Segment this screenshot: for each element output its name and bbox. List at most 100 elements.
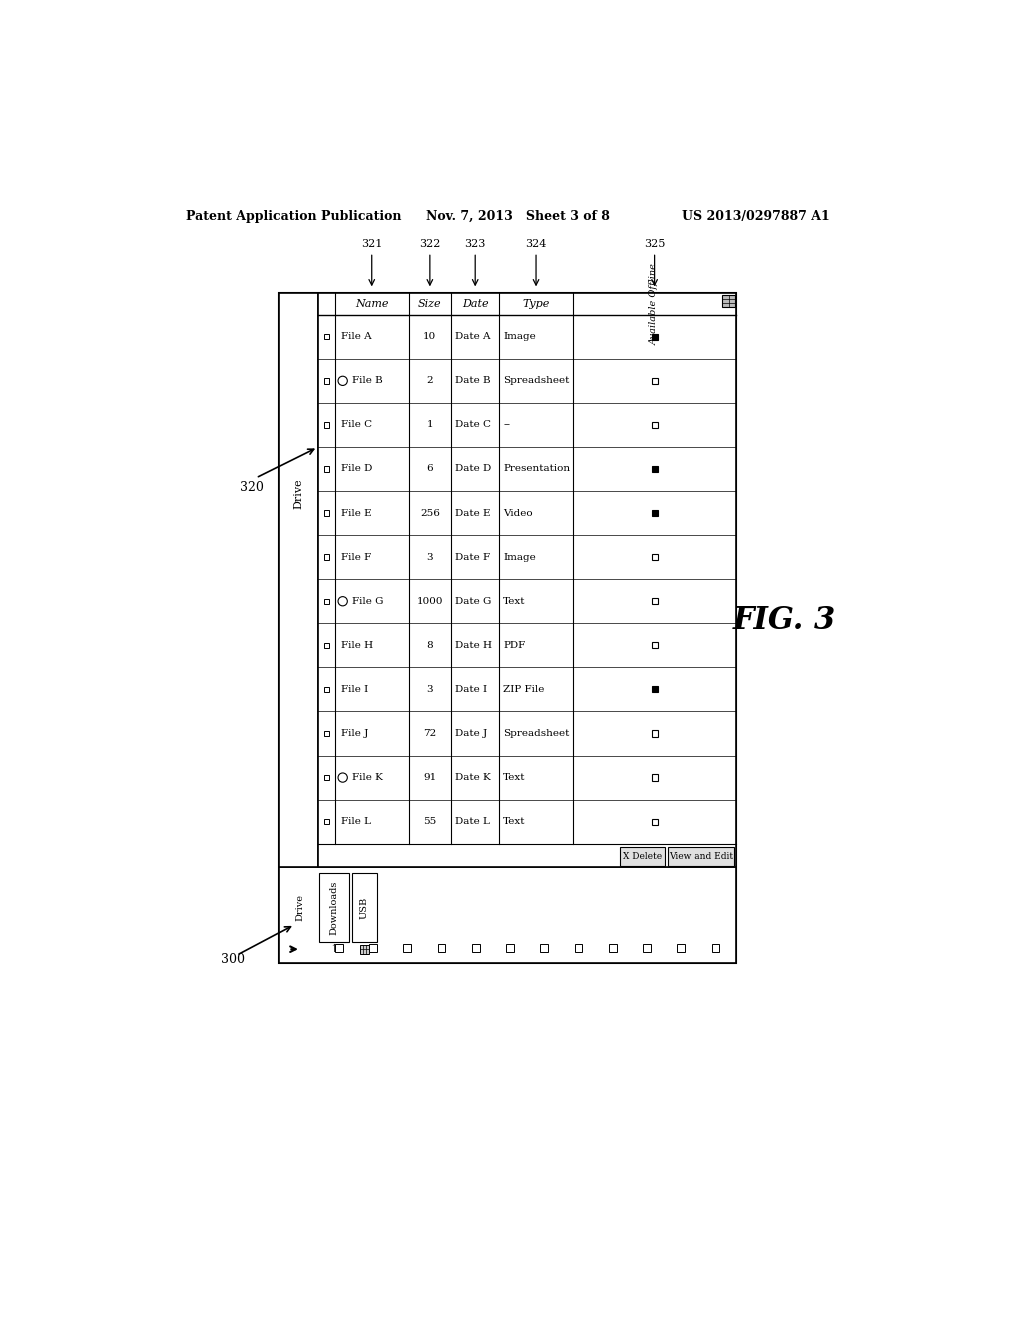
Bar — [651, 686, 657, 693]
Text: File H: File H — [341, 640, 374, 649]
Bar — [677, 944, 685, 952]
Text: File G: File G — [352, 597, 383, 606]
Bar — [370, 944, 377, 952]
Text: 1000: 1000 — [417, 597, 443, 606]
Text: 3: 3 — [427, 685, 433, 694]
Text: File J: File J — [341, 729, 369, 738]
Text: Date G: Date G — [455, 597, 492, 606]
Text: View and Edit: View and Edit — [669, 851, 733, 861]
Bar — [574, 944, 583, 952]
Bar — [280, 293, 736, 964]
Bar — [651, 510, 657, 516]
Text: File E: File E — [341, 508, 372, 517]
Bar — [324, 511, 329, 516]
Text: PDF: PDF — [503, 640, 525, 649]
Bar — [621, 847, 665, 866]
Bar — [651, 775, 657, 780]
Text: USB: USB — [359, 896, 369, 919]
Bar — [317, 293, 736, 867]
Text: Drive: Drive — [294, 479, 303, 510]
Bar — [712, 944, 719, 952]
Circle shape — [338, 376, 347, 385]
Bar — [403, 944, 412, 952]
Bar — [324, 422, 329, 428]
Bar — [280, 867, 736, 964]
Text: Video: Video — [503, 508, 532, 517]
Bar — [651, 554, 657, 560]
Text: Date E: Date E — [455, 508, 490, 517]
Bar — [437, 944, 445, 952]
Text: Date H: Date H — [455, 640, 493, 649]
Text: Image: Image — [503, 553, 536, 562]
Text: 2: 2 — [427, 376, 433, 385]
Text: Date J: Date J — [455, 729, 487, 738]
Text: 72: 72 — [423, 729, 436, 738]
Text: Text: Text — [503, 774, 525, 781]
Text: ZIP File: ZIP File — [503, 685, 545, 694]
Bar — [651, 818, 657, 825]
Bar — [324, 818, 329, 825]
Bar — [324, 554, 329, 560]
Text: Text: Text — [503, 597, 525, 606]
Bar — [335, 944, 343, 952]
Bar — [651, 466, 657, 473]
Text: Text: Text — [503, 817, 525, 826]
Text: 322: 322 — [419, 239, 440, 249]
Bar — [651, 598, 657, 605]
Bar — [651, 730, 657, 737]
Bar — [722, 294, 735, 308]
Bar — [324, 598, 329, 605]
Text: Date I: Date I — [455, 685, 487, 694]
Bar — [324, 334, 329, 339]
Text: 10: 10 — [423, 333, 436, 342]
Text: File I: File I — [341, 685, 369, 694]
Text: Available Offline: Available Offline — [650, 263, 659, 345]
Text: File D: File D — [341, 465, 373, 474]
Text: 256: 256 — [420, 508, 439, 517]
Text: 8: 8 — [427, 640, 433, 649]
Text: Date D: Date D — [455, 465, 492, 474]
Text: File L: File L — [341, 817, 371, 826]
Text: Date L: Date L — [455, 817, 489, 826]
Text: 3: 3 — [427, 553, 433, 562]
Text: Size: Size — [418, 298, 441, 309]
Text: 325: 325 — [644, 239, 666, 249]
Bar — [651, 643, 657, 648]
Bar — [324, 643, 329, 648]
Bar — [319, 873, 349, 942]
Text: File F: File F — [341, 553, 372, 562]
Bar — [472, 944, 479, 952]
Text: Type: Type — [522, 298, 550, 309]
Text: 300: 300 — [221, 953, 245, 966]
Text: Spreadsheet: Spreadsheet — [503, 729, 569, 738]
Circle shape — [338, 597, 347, 606]
Text: --: -- — [503, 420, 510, 429]
Text: File K: File K — [352, 774, 383, 781]
Bar — [651, 378, 657, 384]
Bar — [651, 334, 657, 339]
Text: 324: 324 — [525, 239, 547, 249]
Bar — [643, 944, 651, 952]
Bar — [324, 686, 329, 692]
Text: File B: File B — [352, 376, 383, 385]
Text: 6: 6 — [427, 465, 433, 474]
Text: Image: Image — [503, 333, 536, 342]
Text: 1: 1 — [427, 420, 433, 429]
Text: 323: 323 — [465, 239, 485, 249]
Bar — [359, 945, 369, 954]
Text: Date F: Date F — [455, 553, 490, 562]
Text: Name: Name — [355, 298, 388, 309]
Text: Nov. 7, 2013   Sheet 3 of 8: Nov. 7, 2013 Sheet 3 of 8 — [426, 210, 610, 223]
Bar — [280, 293, 317, 867]
Bar — [651, 422, 657, 428]
Bar — [324, 378, 329, 384]
Circle shape — [338, 774, 347, 783]
Text: File A: File A — [341, 333, 372, 342]
Text: 320: 320 — [241, 480, 264, 494]
Text: Drive: Drive — [296, 894, 304, 921]
Text: US 2013/0297887 A1: US 2013/0297887 A1 — [682, 210, 829, 223]
Text: Date B: Date B — [455, 376, 490, 385]
Bar — [541, 944, 548, 952]
Text: Presentation: Presentation — [503, 465, 570, 474]
Text: Patent Application Publication: Patent Application Publication — [186, 210, 401, 223]
